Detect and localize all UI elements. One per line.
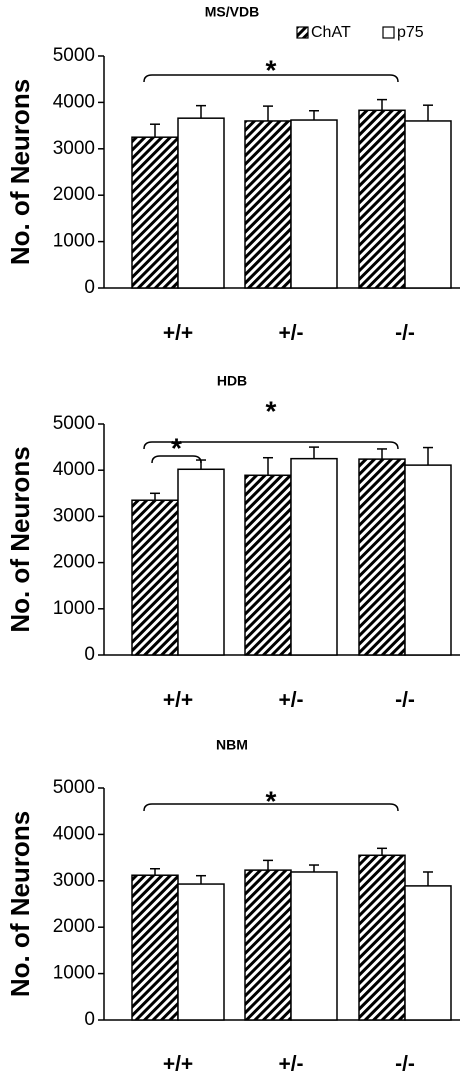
x-tick-label: +/-	[278, 1053, 303, 1072]
panel-2: NBM No. of Neurons 0 1000 2000 3000 4000 5000 +/…	[5, 737, 460, 1072]
x-tick-label: -/-	[395, 689, 415, 712]
bar-chat-0	[131, 136, 179, 289]
chart-title: HDB	[217, 373, 247, 389]
bar-chat-1	[244, 869, 292, 1021]
bar-chat-1	[244, 474, 292, 656]
y-tick-label: 1000	[53, 598, 95, 619]
significance-bracket	[143, 74, 399, 83]
y-axis-label: No. of Neurons	[5, 79, 35, 265]
significance-bracket	[143, 441, 399, 450]
y-tick-label: 0	[84, 277, 95, 298]
bar-p75-1	[290, 457, 338, 656]
x-tick-label: +/+	[163, 689, 193, 712]
panel-0: MS/VDB No. of Neurons 0 1000 2000 3000 4000 500…	[5, 4, 460, 345]
x-tick-label: -/-	[395, 1053, 415, 1072]
legend: ChAT p75	[296, 24, 424, 41]
y-tick-label: 2000	[53, 916, 95, 937]
bar-chat-2	[358, 109, 406, 289]
y-tick-label: 2000	[53, 184, 95, 205]
legend-label-1: p75	[397, 24, 424, 41]
significance-star: *	[171, 432, 182, 463]
bar-p75-0	[177, 117, 225, 289]
bar-p75-2	[404, 464, 452, 656]
y-tick-label: 5000	[53, 45, 95, 66]
y-tick-label: 2000	[53, 552, 95, 573]
y-tick-label: 3000	[53, 138, 95, 159]
y-tick-label: 3000	[53, 870, 95, 891]
significance-star: *	[266, 785, 277, 816]
panel-1: HDB No. of Neurons 0 1000 2000 3000 4000 5000 +/…	[5, 373, 460, 712]
bar-chat-2	[358, 854, 406, 1021]
y-tick-label: 1000	[53, 963, 95, 984]
bar-p75-0	[177, 468, 225, 656]
y-axis-label: No. of Neurons	[5, 446, 35, 632]
x-tick-label: +/-	[278, 322, 303, 345]
bar-p75-0	[177, 883, 225, 1021]
bar-p75-1	[290, 871, 338, 1021]
legend-swatch-1	[382, 26, 395, 39]
y-tick-label: 3000	[53, 505, 95, 526]
y-tick-label: 4000	[53, 459, 95, 480]
significance-bracket	[143, 803, 399, 812]
bar-p75-2	[404, 885, 452, 1021]
y-axis-label: No. of Neurons	[5, 811, 35, 997]
y-tick-label: 0	[84, 644, 95, 665]
chart-title: MS/VDB	[205, 4, 259, 20]
bar-p75-2	[404, 120, 452, 289]
legend-label-0: ChAT	[311, 24, 351, 41]
bar-p75-1	[290, 119, 338, 289]
y-tick-label: 5000	[53, 777, 95, 798]
y-tick-label: 4000	[53, 91, 95, 112]
legend-swatch-0	[296, 26, 309, 39]
bar-chat-2	[358, 458, 406, 656]
x-tick-label: +/-	[278, 689, 303, 712]
bar-chat-0	[131, 499, 179, 656]
x-tick-label: -/-	[395, 322, 415, 345]
significance-star: *	[266, 54, 277, 85]
bar-chat-1	[244, 120, 292, 289]
significance-star: *	[266, 395, 277, 426]
chart-title: NBM	[216, 737, 248, 753]
bar-chat-0	[131, 874, 179, 1021]
x-tick-label: +/+	[163, 322, 193, 345]
y-tick-label: 0	[84, 1009, 95, 1030]
y-tick-label: 4000	[53, 823, 95, 844]
y-tick-label: 1000	[53, 231, 95, 252]
y-tick-label: 5000	[53, 413, 95, 434]
x-tick-label: +/+	[163, 1053, 193, 1072]
significance-bracket	[151, 455, 202, 464]
